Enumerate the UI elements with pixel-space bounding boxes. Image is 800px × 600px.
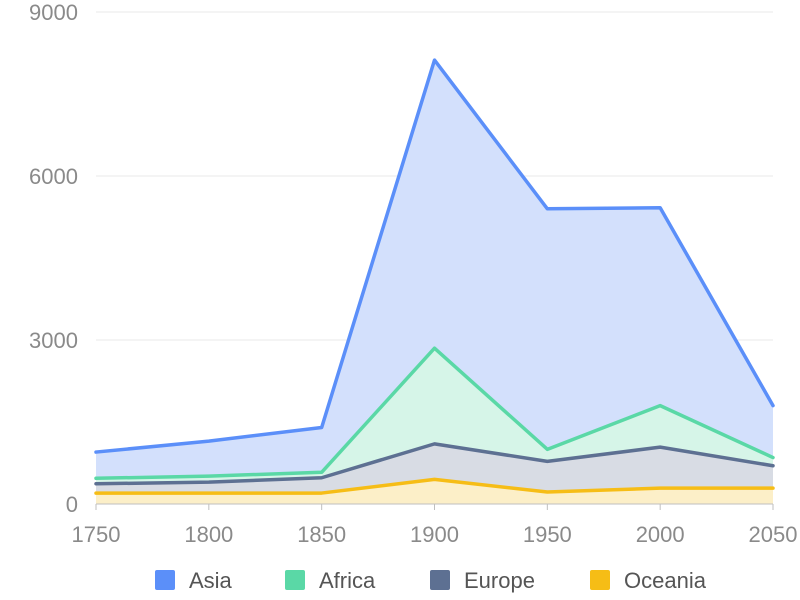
- legend-label: Europe: [464, 568, 535, 593]
- legend: Asia Africa Europe Oceania: [155, 568, 707, 593]
- line-layer: [94, 58, 775, 495]
- line-asia: [94, 58, 775, 454]
- x-tick-label: 1950: [523, 522, 572, 547]
- axis-layer: 0 3000 6000 9000 1750 1800 1850 1900 1950 2000 205…: [29, 0, 797, 547]
- y-tick-label: 6000: [29, 164, 78, 189]
- area-asia: [96, 60, 773, 505]
- x-tick-label: 1800: [184, 522, 233, 547]
- legend-item-europe[interactable]: Europe: [430, 568, 535, 593]
- legend-swatch: [285, 570, 305, 590]
- legend-label: Asia: [189, 568, 233, 593]
- legend-swatch: [590, 570, 610, 590]
- legend-label: Africa: [319, 568, 376, 593]
- y-tick-label: 3000: [29, 328, 78, 353]
- area-layer: [96, 60, 773, 505]
- y-tick-label: 0: [66, 492, 78, 517]
- x-tick-label: 1750: [72, 522, 121, 547]
- x-tick-label: 2050: [749, 522, 798, 547]
- line-oceania: [94, 477, 775, 495]
- line-europe: [94, 442, 775, 486]
- legend-item-oceania[interactable]: Oceania: [590, 568, 707, 593]
- legend-swatch: [155, 570, 175, 590]
- line-africa: [94, 346, 775, 481]
- legend-label: Oceania: [624, 568, 707, 593]
- y-tick-label: 9000: [29, 0, 78, 25]
- area-oceania: [96, 479, 773, 504]
- x-tick-label: 2000: [636, 522, 685, 547]
- legend-item-asia[interactable]: Asia: [155, 568, 233, 593]
- legend-item-africa[interactable]: Africa: [285, 568, 376, 593]
- legend-swatch: [430, 570, 450, 590]
- x-tick-label: 1850: [297, 522, 346, 547]
- x-tick-label: 1900: [410, 522, 459, 547]
